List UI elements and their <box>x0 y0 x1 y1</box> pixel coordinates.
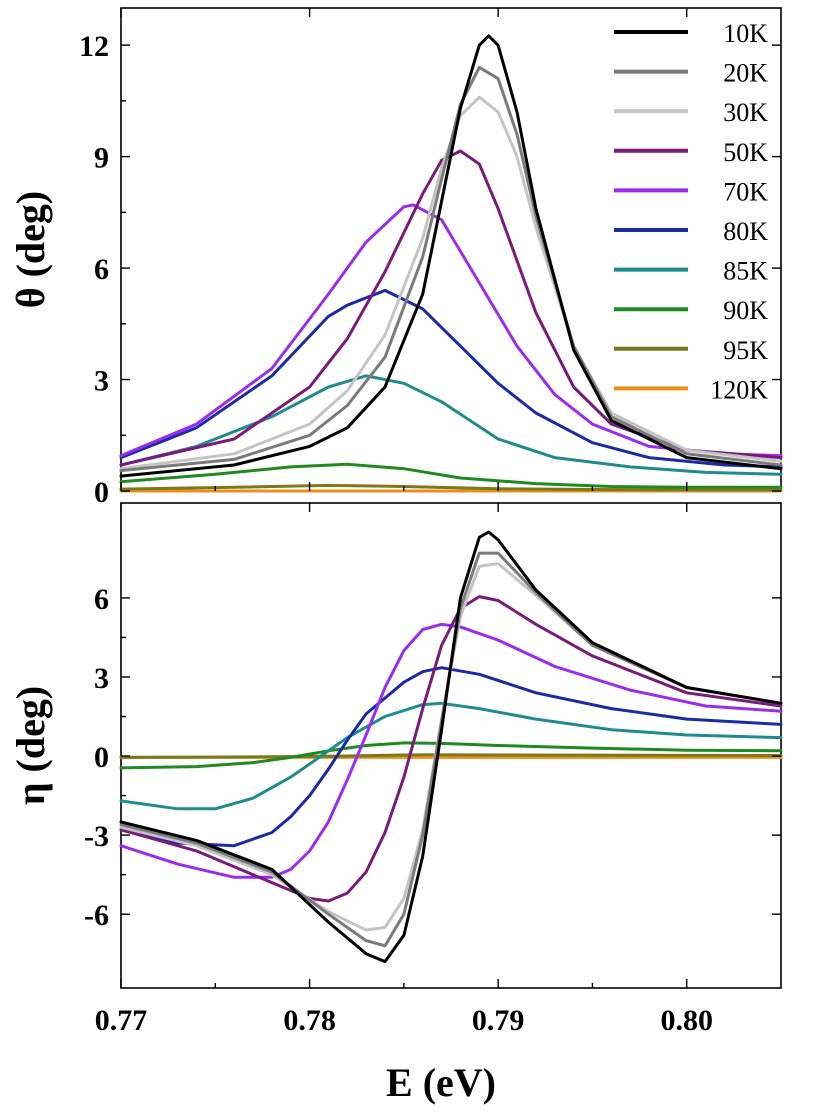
bottom-series-70K <box>119 622 783 879</box>
bottom-series-90K <box>119 741 783 770</box>
bottom-panel: -6 -3 0 3 6 0.77 0.78 0.79 0.80 η (deg) E (eV) <box>8 502 783 1105</box>
bottom-series-20K <box>119 551 783 948</box>
top-series-80K <box>119 288 783 469</box>
bottom-series-10K <box>119 530 783 964</box>
xlabel: E (eV) <box>386 1060 496 1105</box>
bottom-ytick-label: 6 <box>94 583 109 616</box>
xtick-label: 0.79 <box>472 1004 525 1037</box>
legend-label-10K: 10K <box>723 19 768 48</box>
top-series-50K <box>119 149 783 467</box>
top-plot-frame <box>120 7 782 492</box>
bottom-ytick-label: -6 <box>84 899 109 932</box>
top-series-20K <box>119 65 783 473</box>
bottom-ytick-label: -3 <box>84 820 109 853</box>
legend-label-85K: 85K <box>723 257 768 286</box>
top-ytick-label: 6 <box>94 253 109 286</box>
legend-label-95K: 95K <box>723 336 768 365</box>
bottom-ytick-label: 3 <box>94 662 109 695</box>
legend-label-120K: 120K <box>710 375 768 404</box>
legend-label-50K: 50K <box>723 138 768 167</box>
bottom-series-95K <box>119 753 783 759</box>
legend-label-90K: 90K <box>723 296 768 325</box>
top-panel: 0 3 6 9 12 θ (deg) <box>8 7 783 509</box>
legend-label-70K: 70K <box>723 177 768 206</box>
xtick-label: 0.78 <box>283 1004 336 1037</box>
legend-label-20K: 20K <box>723 59 768 88</box>
top-ytick-label: 9 <box>94 142 109 175</box>
bottom-plot-frame <box>120 502 782 989</box>
legend: 10K 20K 30K 50K 70K 80K 85K 90K 95K 120K <box>614 19 768 404</box>
top-ytick-label: 0 <box>94 476 109 509</box>
top-ytick-label: 12 <box>79 30 109 63</box>
top-ytick-label: 3 <box>94 365 109 398</box>
bottom-series-80K <box>119 666 783 848</box>
legend-label-80K: 80K <box>723 217 768 246</box>
xtick-label: 0.80 <box>660 1004 713 1037</box>
xtick-label: 0.77 <box>95 1004 148 1037</box>
top-series-10K <box>119 34 783 478</box>
bottom-ytick-label: 0 <box>94 741 109 774</box>
top-series-90K <box>119 462 783 489</box>
bottom-series-85K <box>119 701 783 811</box>
top-ylabel: θ (deg) <box>8 191 53 309</box>
legend-label-30K: 30K <box>723 98 768 127</box>
top-series-70K <box>119 203 783 458</box>
bottom-ylabel: η (deg) <box>8 686 53 805</box>
